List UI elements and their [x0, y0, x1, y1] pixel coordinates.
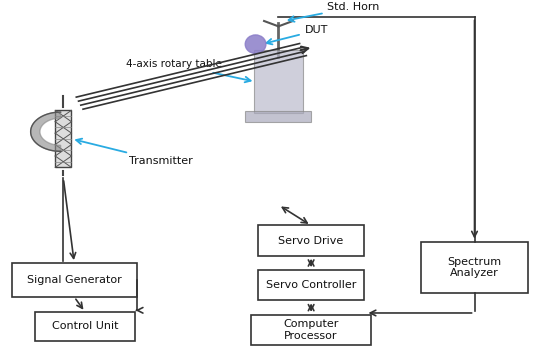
FancyBboxPatch shape	[246, 111, 311, 122]
Text: Servo Controller: Servo Controller	[266, 280, 357, 290]
Text: Servo Drive: Servo Drive	[278, 236, 344, 245]
Text: Std. Horn: Std. Horn	[289, 2, 380, 22]
FancyBboxPatch shape	[251, 315, 371, 345]
FancyBboxPatch shape	[254, 50, 303, 113]
Text: Signal Generator: Signal Generator	[27, 275, 122, 285]
FancyBboxPatch shape	[422, 242, 527, 293]
FancyBboxPatch shape	[35, 312, 135, 341]
FancyBboxPatch shape	[11, 263, 137, 297]
FancyBboxPatch shape	[258, 226, 364, 256]
Ellipse shape	[245, 35, 266, 53]
Text: Transmitter: Transmitter	[76, 139, 192, 166]
Bar	[55, 110, 72, 168]
Polygon shape	[31, 112, 61, 151]
Text: DUT: DUT	[266, 26, 328, 44]
FancyBboxPatch shape	[258, 270, 364, 300]
Text: Spectrum
Analyzer: Spectrum Analyzer	[447, 257, 502, 278]
Text: Computer
Processor: Computer Processor	[283, 319, 339, 341]
Text: Control Unit: Control Unit	[52, 321, 118, 331]
Text: 4-axis rotary table: 4-axis rotary table	[126, 60, 251, 82]
